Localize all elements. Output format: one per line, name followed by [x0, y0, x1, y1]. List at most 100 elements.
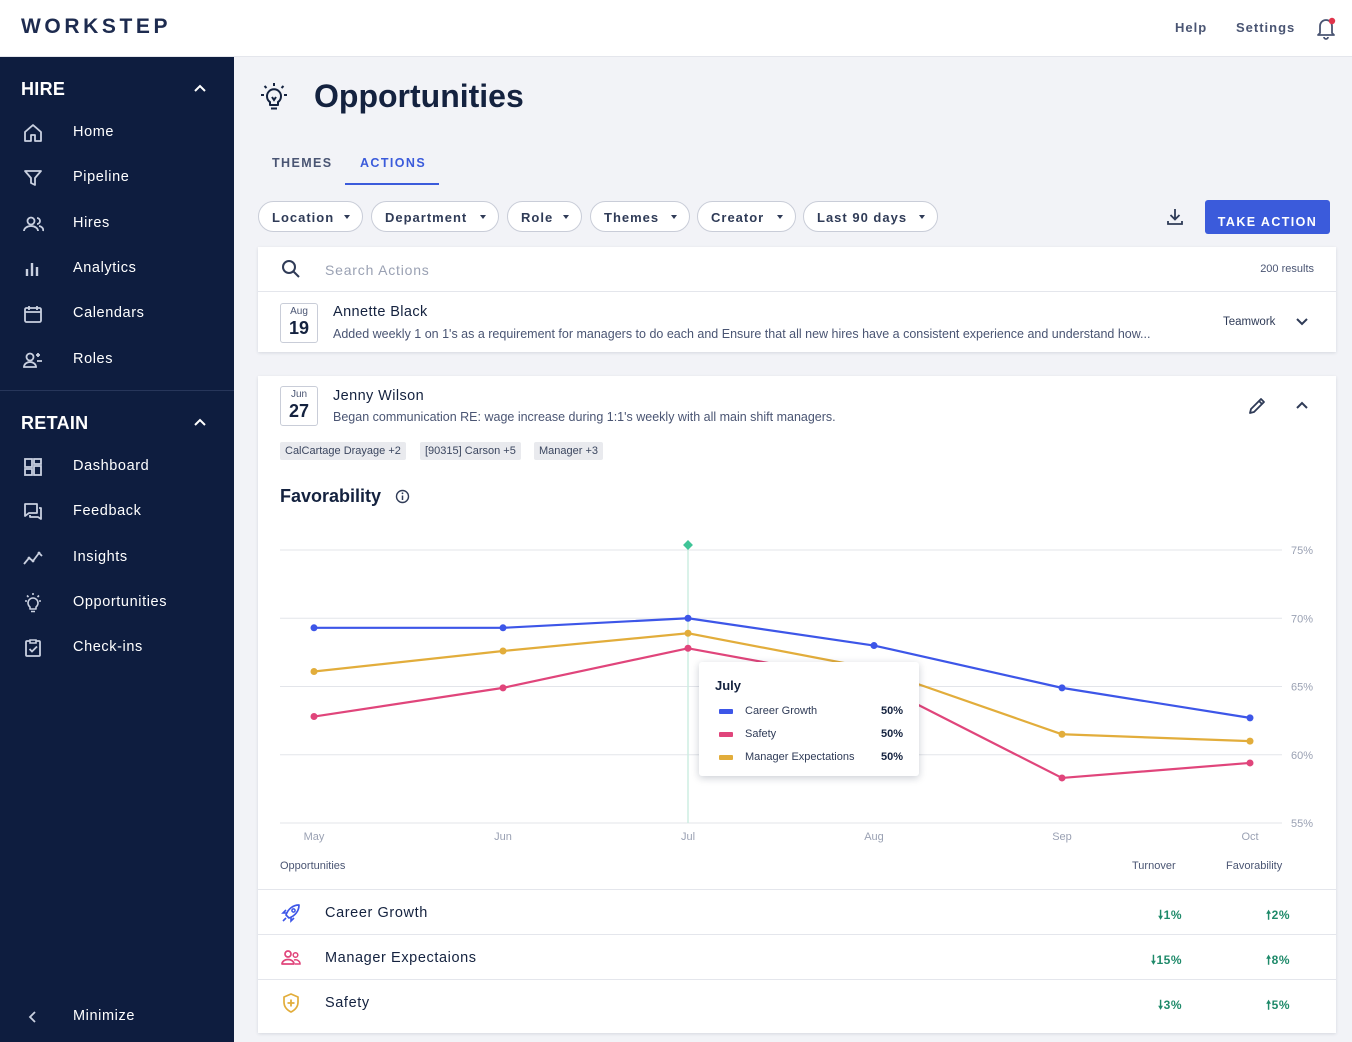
feedback-icon: [24, 503, 42, 520]
chevron-up-icon[interactable]: [1295, 400, 1309, 410]
settings-link[interactable]: Settings: [1236, 20, 1296, 35]
tooltip-title: July: [715, 678, 742, 693]
users-icon: [23, 216, 44, 232]
department-filter[interactable]: Department: [371, 201, 499, 232]
hire-section-title: HIRE: [21, 79, 66, 99]
opportunity-name: Manager Expectaions: [325, 950, 477, 966]
sidebar-item-opportunities[interactable]: Opportunities: [0, 584, 234, 622]
favorability-value: 🠕2%: [1226, 906, 1290, 927]
notification-bell-icon[interactable]: [1315, 16, 1337, 40]
theme-label: Teamwork: [1223, 316, 1276, 328]
lightbulb-icon: [25, 593, 41, 613]
column-header-opportunities[interactable]: Opportunities: [280, 860, 346, 872]
sidebar-item-feedback[interactable]: Feedback: [0, 493, 234, 531]
arrow-up-icon: 🠕: [1266, 953, 1272, 967]
sidebar-item-analytics[interactable]: Analytics: [0, 250, 234, 288]
arrow-up-icon: 🠕: [1266, 998, 1272, 1012]
minimize-sidebar-button[interactable]: Minimize: [0, 998, 234, 1036]
checkin-icon: [25, 639, 41, 657]
table-row[interactable]: Manager Expectaions 🠗15% 🠕8%: [258, 935, 1336, 980]
help-link[interactable]: Help: [1175, 20, 1208, 35]
favorability-number: 8%: [1271, 953, 1290, 967]
sidebar-item-roles[interactable]: Roles: [0, 341, 234, 379]
arrow-down-icon: 🠗: [1158, 998, 1164, 1012]
minimize-label: Minimize: [73, 1008, 135, 1024]
sidebar-item-hires[interactable]: Hires: [0, 205, 234, 243]
filter-label: Themes: [604, 210, 660, 225]
tab-themes[interactable]: THEMES: [272, 156, 333, 170]
creator-filter[interactable]: Creator: [697, 201, 796, 232]
results-count: 200 results: [1260, 263, 1314, 275]
legend-swatch: [719, 732, 733, 737]
series-line-career-growth: [314, 617, 1251, 719]
action-author: Jenny Wilson: [333, 388, 425, 404]
date-range-filter[interactable]: Last 90 days: [803, 201, 938, 232]
sidebar-item-label: Opportunities: [73, 594, 168, 610]
data-point: [1058, 730, 1066, 738]
caret-down-icon: [671, 215, 677, 219]
favorability-number: 5%: [1271, 998, 1290, 1012]
sidebar-item-label: Home: [73, 124, 115, 140]
download-icon[interactable]: [1164, 206, 1186, 228]
y-tick-label: 60%: [1291, 750, 1313, 762]
filter-label: Role: [521, 210, 554, 225]
data-point: [684, 644, 692, 652]
legend-swatch: [719, 755, 733, 760]
home-icon: [24, 124, 42, 142]
column-header-turnover[interactable]: Turnover: [1132, 860, 1176, 872]
sidebar-item-home[interactable]: Home: [0, 114, 234, 152]
table-row[interactable]: Career Growth 🠗1% 🠕2%: [258, 890, 1336, 935]
chevron-down-icon[interactable]: [1295, 317, 1309, 327]
sidebar-item-label: Pipeline: [73, 169, 130, 185]
people-icon: [281, 950, 301, 965]
sidebar-item-pipeline[interactable]: Pipeline: [0, 159, 234, 197]
location-filter[interactable]: Location: [258, 201, 363, 232]
x-tick-label: Jun: [494, 831, 512, 843]
tooltip-row: Safety 50%: [699, 727, 919, 743]
sidebar-item-label: Dashboard: [73, 458, 150, 474]
turnover-value: 🠗3%: [1118, 996, 1182, 1017]
data-point: [499, 684, 507, 692]
tooltip-label: Manager Expectations: [745, 751, 855, 763]
edit-pencil-icon[interactable]: [1247, 396, 1267, 416]
sidebar-item-dashboard[interactable]: Dashboard: [0, 448, 234, 486]
chevron-up-icon[interactable]: [193, 83, 207, 93]
x-tick-label: Sep: [1052, 831, 1072, 843]
data-point: [1246, 737, 1254, 745]
take-action-button[interactable]: TAKE ACTION: [1205, 200, 1330, 234]
calendar-icon: [24, 306, 42, 323]
role-filter[interactable]: Role: [507, 201, 582, 232]
themes-filter[interactable]: Themes: [590, 201, 690, 232]
tooltip-value: 50%: [880, 751, 903, 763]
date-month: Jun: [290, 389, 308, 400]
turnover-value: 🠗15%: [1118, 951, 1182, 972]
sidebar-item-label: Check-ins: [73, 639, 143, 655]
action-description: Added weekly 1 on 1's as a requirement f…: [333, 327, 1151, 341]
info-icon[interactable]: [395, 489, 410, 504]
tab-actions[interactable]: ACTIONS: [360, 156, 427, 170]
sidebar-item-insights[interactable]: Insights: [0, 539, 234, 577]
roles-icon: [23, 352, 42, 368]
role-tag: Manager +3: [534, 442, 604, 460]
search-input[interactable]: [325, 260, 925, 280]
filter-label: Department: [385, 210, 468, 225]
x-tick-label: Jul: [681, 831, 695, 843]
data-point: [499, 647, 507, 655]
caret-down-icon: [480, 215, 486, 219]
caret-down-icon: [344, 215, 350, 219]
chevron-up-icon[interactable]: [193, 417, 207, 427]
x-tick-label: Aug: [864, 831, 884, 843]
favorability-title: Favorability: [280, 486, 382, 506]
sidebar-item-calendars[interactable]: Calendars: [0, 295, 234, 333]
data-point: [684, 629, 692, 637]
opportunity-name: Safety: [325, 995, 370, 1011]
sidebar-item-check-ins[interactable]: Check-ins: [0, 629, 234, 667]
workstep-logo[interactable]: WORKSTEP: [21, 15, 172, 38]
divider: [258, 934, 1336, 935]
column-header-favorability[interactable]: Favorability: [1226, 860, 1283, 872]
lightbulb-icon: [261, 83, 287, 110]
data-point: [684, 614, 692, 622]
table-row[interactable]: Safety 🠗3% 🠕5%: [258, 980, 1336, 1025]
sidebar-item-label: Insights: [73, 549, 128, 565]
tooltip-label: Safety: [745, 728, 777, 740]
